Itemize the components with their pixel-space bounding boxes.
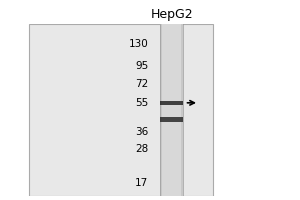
Text: 28: 28: [135, 144, 148, 154]
Text: 95: 95: [135, 61, 148, 71]
Text: 130: 130: [129, 39, 148, 49]
Bar: [162, 24, 181, 196]
Text: 17: 17: [135, 178, 148, 188]
Bar: [29, 24, 213, 196]
Bar: [160, 101, 183, 105]
Text: 36: 36: [135, 127, 148, 137]
Bar: [160, 117, 183, 122]
Bar: [160, 24, 183, 196]
Text: HepG2: HepG2: [150, 8, 193, 21]
Text: 55: 55: [135, 98, 148, 108]
Text: 72: 72: [135, 79, 148, 89]
